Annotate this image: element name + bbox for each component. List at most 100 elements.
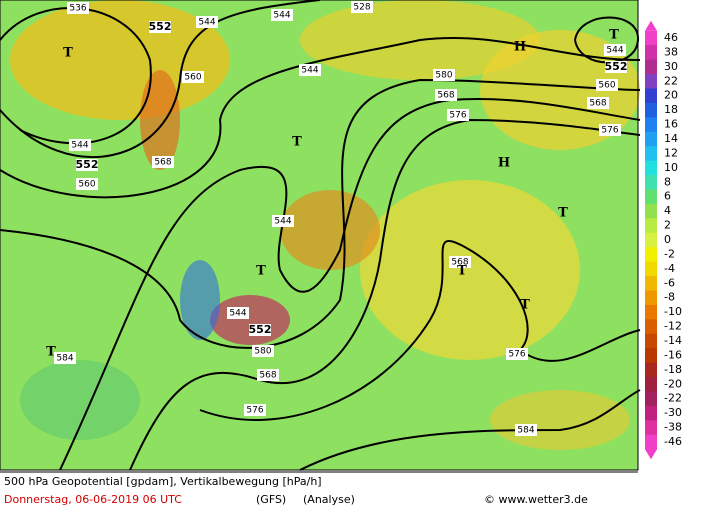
legend-swatch <box>645 377 657 392</box>
legend-swatch <box>645 434 657 450</box>
legend-label: -38 <box>664 421 682 434</box>
legend-label: -20 <box>664 377 682 390</box>
legend-swatch <box>645 420 657 436</box>
contour-label: 552 <box>149 20 172 33</box>
contour-label: 576 <box>246 406 263 416</box>
legend-label: 4 <box>664 204 671 217</box>
legend-swatch <box>645 189 657 205</box>
legend-label: -22 <box>664 392 682 405</box>
legend-label: 2 <box>664 219 671 232</box>
contour-label: 544 <box>301 66 318 76</box>
legend-swatch <box>645 88 657 104</box>
pressure-center: T <box>558 206 568 221</box>
pressure-center: H <box>498 156 510 171</box>
contour-label-bg <box>252 345 274 357</box>
legend-swatch <box>645 175 657 190</box>
legend-label: 22 <box>664 74 678 87</box>
contour-label: 560 <box>184 73 201 83</box>
legend-swatch <box>645 348 657 364</box>
legend-swatch <box>645 74 657 89</box>
legend-swatch <box>645 319 657 335</box>
legend-swatch <box>645 218 657 234</box>
legend-label: 30 <box>664 60 678 73</box>
legend-label: -4 <box>664 262 675 275</box>
contour-label-bg <box>506 348 528 360</box>
contour-label-bg <box>67 2 89 14</box>
legend-label: -30 <box>664 406 682 419</box>
legend-swatch <box>645 30 657 46</box>
legend-swatch <box>645 117 657 133</box>
pressure-center: T <box>609 28 619 43</box>
contour-label: 580 <box>435 71 452 81</box>
contour-label: 536 <box>69 4 86 14</box>
legend-label: 38 <box>664 45 678 58</box>
pressure-center: T <box>256 264 266 279</box>
legend-label: 46 <box>664 31 678 44</box>
pressure-center: T <box>457 264 467 279</box>
contour-label-bg <box>515 424 537 436</box>
legend-label: 6 <box>664 190 671 203</box>
contour-label: 544 <box>71 141 88 151</box>
contour-label-bg <box>604 44 626 56</box>
contour-label-bg <box>271 9 293 21</box>
legend-label: -6 <box>664 276 675 289</box>
contour-label-bg <box>69 139 91 151</box>
contour-label-bg <box>272 215 294 227</box>
contour-label-bg <box>596 79 618 91</box>
contour-label: 568 <box>589 99 606 109</box>
footer-title: 500 hPa Geopotential [gpdam], Vertikalbe… <box>4 475 322 488</box>
contour-label-bg <box>433 69 455 81</box>
contour-label-bg <box>447 109 469 121</box>
legend-label: 20 <box>664 89 678 102</box>
contour-label-bg <box>605 61 627 73</box>
contour-label: 552 <box>76 158 99 171</box>
contour-label: 544 <box>274 217 291 227</box>
legend-label: -18 <box>664 363 682 376</box>
contour-label: 560 <box>598 81 615 91</box>
legend-label: -8 <box>664 291 675 304</box>
legend-label: 0 <box>664 233 671 246</box>
contour-label: 552 <box>249 323 272 336</box>
contour-label-bg <box>249 324 271 336</box>
contour-label: 544 <box>229 309 246 319</box>
pressure-center: H <box>514 40 526 55</box>
pressure-center: T <box>63 46 73 61</box>
legend-swatch <box>645 391 657 407</box>
pressure-center: T <box>46 345 56 360</box>
legend-swatch <box>645 304 657 320</box>
contour-label-bg <box>152 156 174 168</box>
footer-credit: © www.wetter3.de <box>484 493 588 506</box>
legend-swatch <box>645 102 657 118</box>
legend-swatch <box>645 45 657 61</box>
contour-label: 568 <box>154 158 171 168</box>
contour-label-bg <box>196 16 218 28</box>
legend-label: 12 <box>664 146 678 159</box>
contour-label-bg <box>76 159 98 171</box>
contour-label: 576 <box>508 350 525 360</box>
contour-label-bg <box>76 178 98 190</box>
legend-swatch <box>645 362 657 378</box>
contour-label-bg <box>182 71 204 83</box>
legend-label: -2 <box>664 247 675 260</box>
legend: 4638302220181614121086420-2-4-6-8-10-12-… <box>645 20 682 460</box>
legend-swatch <box>645 160 657 176</box>
contour-label-bg <box>244 404 266 416</box>
legend-label: -10 <box>664 305 682 318</box>
footer-date: Donnerstag, 06-06-2019 06 UTC <box>4 493 182 506</box>
contour-label-bg <box>299 64 321 76</box>
legend-label: -46 <box>664 435 682 448</box>
legend-swatch <box>645 333 657 349</box>
contour-label: 584 <box>517 426 534 436</box>
legend-label: 16 <box>664 118 678 131</box>
contour-label: 544 <box>198 18 215 28</box>
legend-label: 10 <box>664 161 678 174</box>
contour-label: 544 <box>273 11 290 21</box>
contour-label: 528 <box>353 3 370 13</box>
map-frame <box>0 0 639 471</box>
contour-label-bg <box>227 307 249 319</box>
pressure-center: T <box>292 135 302 150</box>
legend-label: 8 <box>664 175 671 188</box>
contour-label-bg <box>149 21 171 33</box>
legend-swatch <box>645 131 657 147</box>
